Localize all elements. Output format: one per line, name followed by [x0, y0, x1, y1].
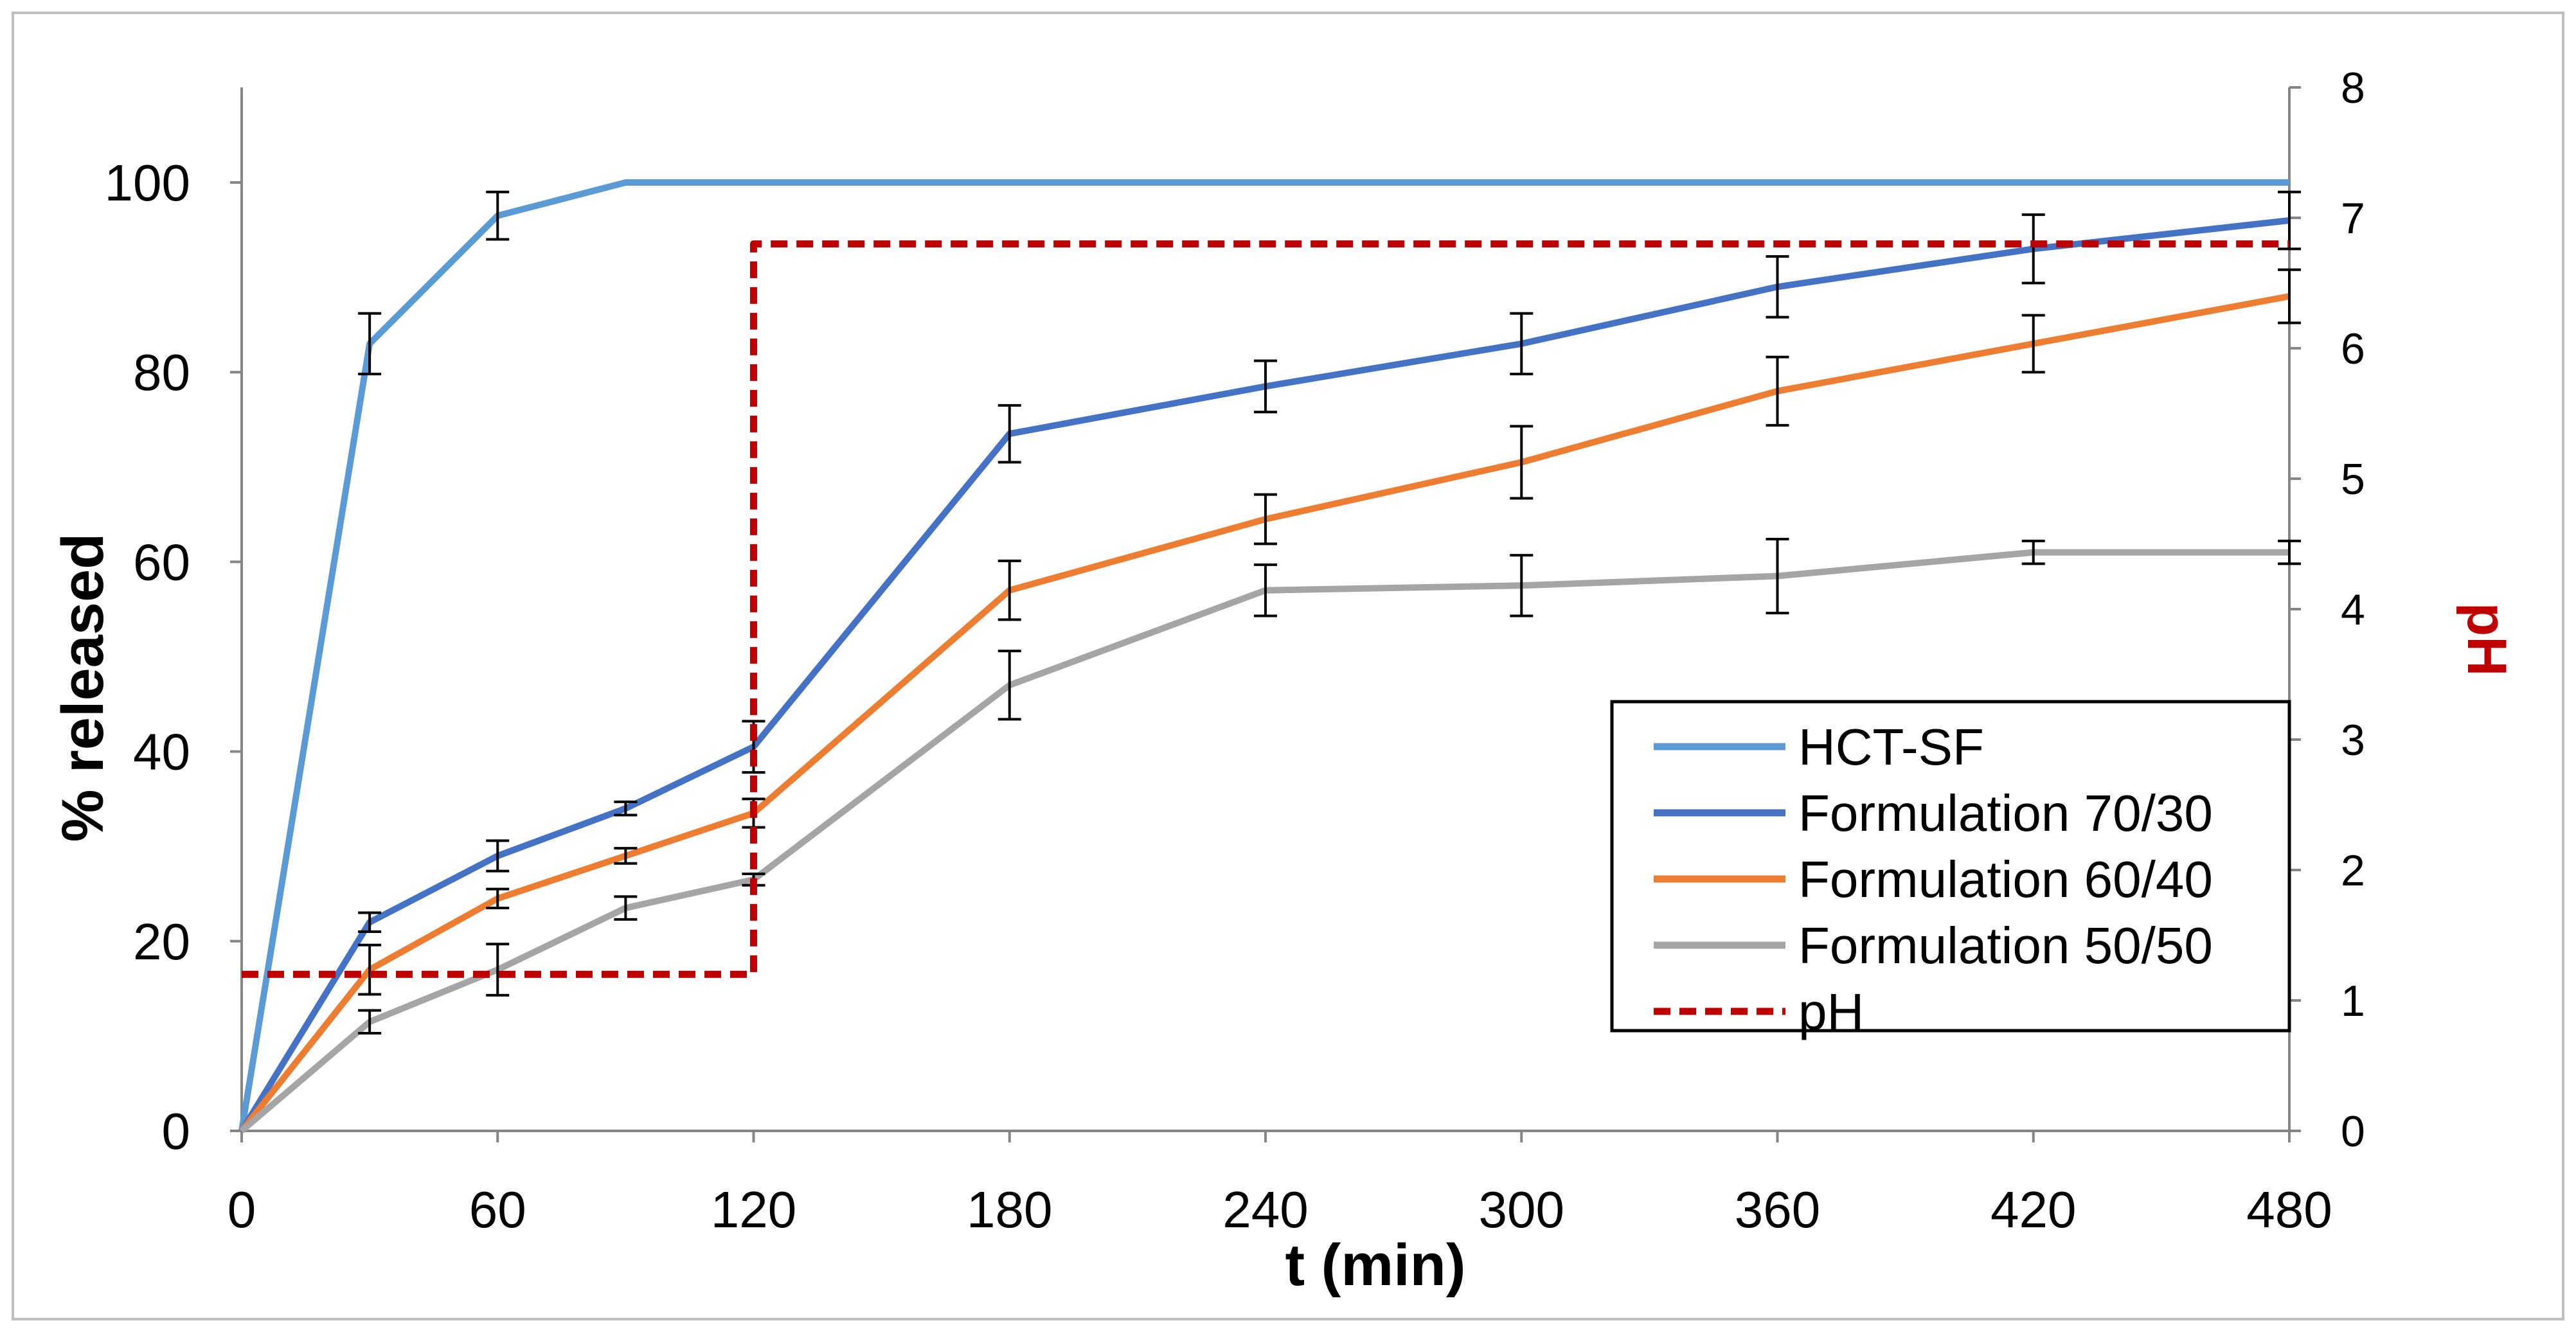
y-tick-label: 80 [133, 344, 190, 401]
error-bar [614, 847, 638, 865]
error-bar [2021, 539, 2045, 565]
error-bar [486, 887, 510, 910]
error-bar [1254, 563, 1277, 617]
x-tick-label: 420 [1990, 1181, 2076, 1238]
legend-label: Formulation 50/50 [1798, 917, 2213, 974]
error-bar [2021, 213, 2045, 285]
y-axis-title: % released [50, 533, 116, 842]
error-bar [358, 312, 382, 376]
y2-tick-label: 2 [2341, 846, 2365, 895]
legend-label: Formulation 70/30 [1798, 785, 2213, 842]
error-bar [1766, 537, 1789, 615]
error-bar [1510, 312, 1534, 376]
x-tick-label: 240 [1222, 1181, 1308, 1238]
legend: HCT-SF Formulation 70/30 Formulation 60/40… [1610, 700, 2291, 1040]
y2-tick-label: 4 [2341, 585, 2365, 634]
error-bar [1254, 359, 1277, 414]
error-bar [1766, 255, 1789, 319]
plot-area [238, 179, 2301, 1133]
error-bar [358, 911, 382, 934]
chart-border [12, 12, 2564, 1320]
y2-tick-label: 7 [2341, 194, 2365, 243]
x-tick-label: 180 [967, 1181, 1052, 1238]
legend-label: HCT-SF [1798, 718, 1984, 776]
x-tick-label: 480 [2246, 1181, 2332, 1238]
error-bar [358, 943, 382, 996]
y-tick-label: 20 [133, 913, 190, 970]
error-bar [997, 650, 1021, 721]
y-tick-label: 100 [105, 154, 190, 211]
x-tick-label: 60 [469, 1181, 526, 1238]
y2-tick-label: 1 [2341, 977, 2365, 1026]
legend-box [1610, 700, 2291, 1033]
y-tick-label: 0 [162, 1103, 191, 1160]
error-bar [997, 404, 1021, 464]
y2-axis-title: pH [2456, 603, 2518, 677]
error-bar [486, 839, 510, 873]
axes: 0 60 120 180 240 300 360 420 4800204060801000123… [105, 64, 2365, 1238]
error-bar [486, 190, 510, 241]
x-tick-label: 360 [1735, 1181, 1820, 1238]
y2-tick-label: 0 [2341, 1107, 2365, 1156]
y2-tick-label: 3 [2341, 716, 2365, 765]
y-tick-label: 40 [133, 724, 190, 781]
error-bar [997, 559, 1021, 621]
error-bar [614, 800, 638, 817]
legend-label: pH [1798, 983, 1864, 1040]
error-bar [2021, 314, 2045, 374]
error-bar [1254, 493, 1277, 546]
error-bar [358, 1009, 382, 1035]
x-tick-label: 120 [711, 1181, 796, 1238]
y2-tick-label: 5 [2341, 455, 2365, 504]
y2-tick-label: 8 [2341, 64, 2365, 112]
error-bar [1510, 425, 1534, 500]
error-bar [2278, 539, 2301, 565]
x-axis-title: t (min) [1285, 1232, 1465, 1298]
y2-tick-label: 6 [2341, 324, 2365, 373]
error-bar [2278, 190, 2301, 251]
error-bar [2278, 268, 2301, 324]
error-bar [1510, 554, 1534, 617]
x-tick-label: 0 [228, 1181, 256, 1238]
x-tick-label: 300 [1479, 1181, 1564, 1238]
y-tick-label: 60 [133, 533, 190, 591]
error-bar [614, 895, 638, 921]
series-line-0 [238, 179, 2289, 1132]
series-line-4 [242, 240, 2289, 978]
error-bar [1766, 355, 1789, 427]
error-bar [486, 943, 510, 997]
legend-label: Formulation 60/40 [1798, 851, 2213, 908]
